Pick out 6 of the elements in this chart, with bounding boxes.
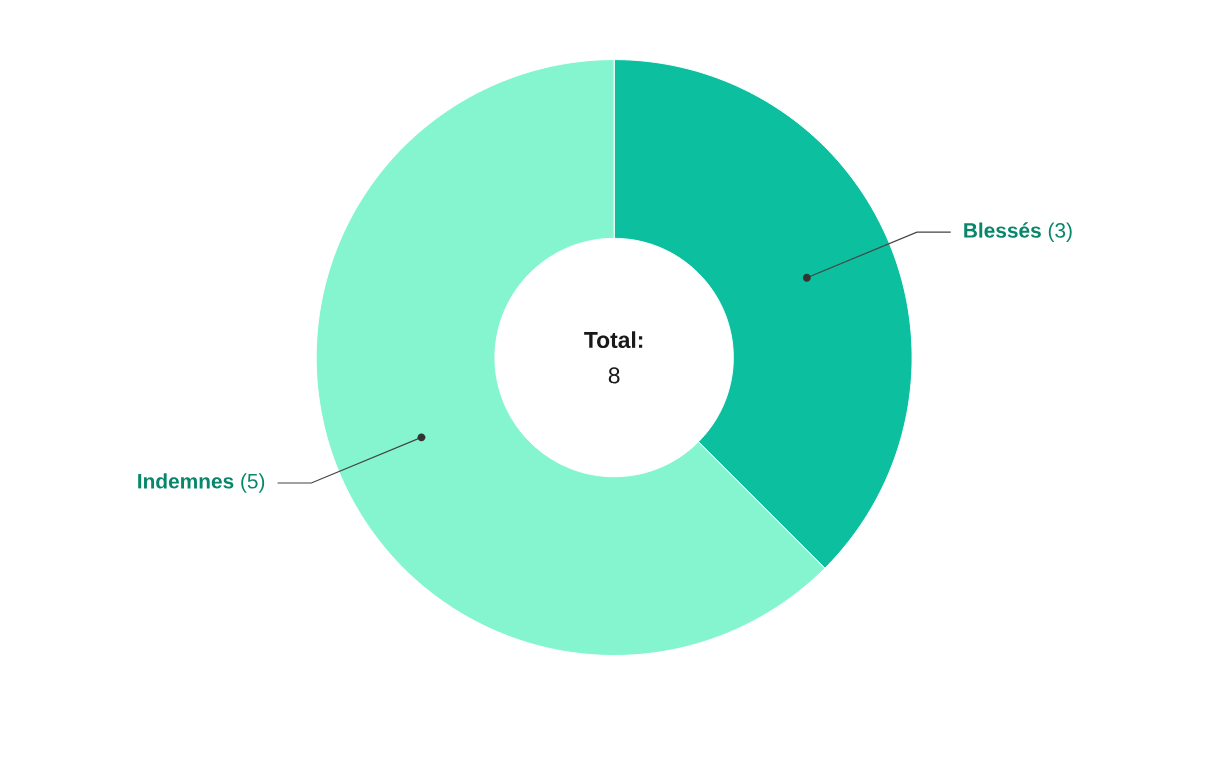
text: 8	[608, 367, 620, 384]
data-label: (5)	[241, 473, 265, 493]
slice-label: Indemnes	[138, 473, 234, 489]
slice-label: Blessés	[964, 222, 1041, 238]
data-label: (3)	[1048, 222, 1072, 243]
text: Total:	[584, 331, 643, 349]
